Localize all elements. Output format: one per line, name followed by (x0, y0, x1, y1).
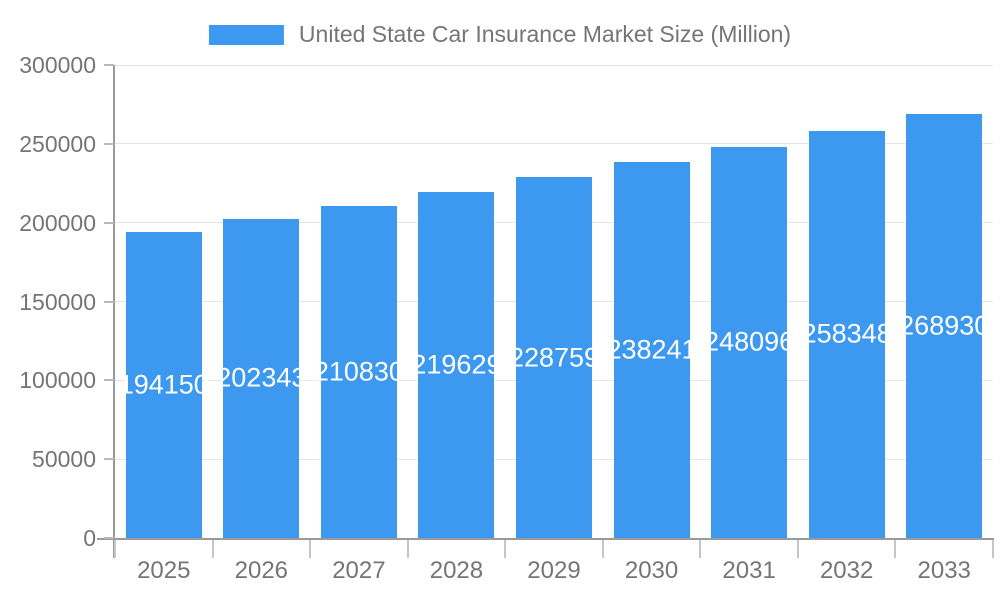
y-axis-label-100000: 100000 (19, 367, 96, 394)
y-axis-tick-0 (104, 537, 114, 539)
gridline-300000 (115, 64, 993, 66)
bar-value-label-2032: 258348 (801, 318, 892, 349)
x-axis-tick-3 (406, 540, 409, 558)
x-axis-label-2031: 2031 (722, 557, 776, 584)
y-axis-label-250000: 250000 (19, 130, 96, 157)
x-axis-tick-5 (601, 540, 604, 558)
y-axis-label-300000: 300000 (19, 52, 96, 78)
bar-value-label-2025: 194150 (118, 369, 209, 400)
bar-value-label-2027: 210830 (313, 356, 404, 387)
x-axis-label-2025: 2025 (137, 557, 191, 584)
bar-2029[interactable]: 228759 (509, 177, 599, 538)
bar-2032[interactable]: 258348 (802, 130, 892, 538)
x-axis-tick-0 (114, 540, 116, 558)
bar-2027[interactable]: 210830 (314, 205, 404, 538)
y-axis-tick-250000 (104, 142, 114, 145)
x-axis-tick-8 (894, 540, 897, 558)
bar-2033[interactable]: 268930 (899, 113, 989, 538)
y-axis-label-200000: 200000 (19, 209, 96, 236)
gridline-250000 (115, 143, 993, 145)
bar-value-label-2029: 228759 (508, 342, 600, 373)
x-axis-label-2033: 2033 (917, 557, 971, 584)
x-axis-tick-7 (796, 540, 799, 558)
x-axis-label-2032: 2032 (819, 557, 874, 584)
bar-2026[interactable]: 202343 (216, 218, 306, 538)
x-axis-label-2030: 2030 (624, 557, 679, 584)
y-axis-tick-50000 (104, 458, 114, 461)
y-axis-label-0: 0 (83, 525, 96, 551)
y-axis-label-150000: 150000 (19, 288, 96, 315)
y-axis-tick-100000 (104, 379, 114, 382)
y-axis-tick-300000 (104, 64, 114, 66)
x-axis-label-2028: 2028 (429, 557, 484, 584)
bar-value-label-2031: 248096 (704, 326, 795, 357)
bar-2031[interactable]: 248096 (704, 146, 794, 538)
x-axis-tick-4 (504, 540, 507, 558)
x-axis-tick-6 (699, 540, 702, 558)
x-axis-tick-1 (211, 540, 214, 558)
bar-2025[interactable]: 194150 (119, 231, 209, 538)
x-axis-line (97, 538, 994, 540)
x-axis-label-2027: 2027 (332, 557, 386, 584)
bar-value-label-2028: 219629 (411, 349, 502, 380)
legend-label: United State Car Insurance Market Size (… (298, 21, 792, 47)
y-axis-tick-150000 (104, 300, 114, 303)
y-axis-tick-200000 (104, 221, 114, 224)
bar-2028[interactable]: 219629 (411, 191, 501, 538)
bar-2030[interactable]: 238241 (606, 162, 697, 538)
y-axis-label-50000: 50000 (32, 446, 96, 473)
bar-value-label-2030: 238241 (606, 334, 697, 365)
x-axis-label-2026: 2026 (234, 557, 289, 584)
bar-value-label-2026: 202343 (216, 362, 307, 393)
y-axis-line (113, 65, 115, 558)
x-axis-tick-2 (309, 540, 312, 558)
bar-value-label-2033: 268930 (899, 310, 990, 341)
x-axis-label-2029: 2029 (527, 557, 581, 584)
legend-item[interactable]: United State Car Insurance Market Size (… (208, 21, 792, 48)
x-axis-tick-9 (992, 540, 994, 558)
legend-swatch (208, 24, 284, 45)
